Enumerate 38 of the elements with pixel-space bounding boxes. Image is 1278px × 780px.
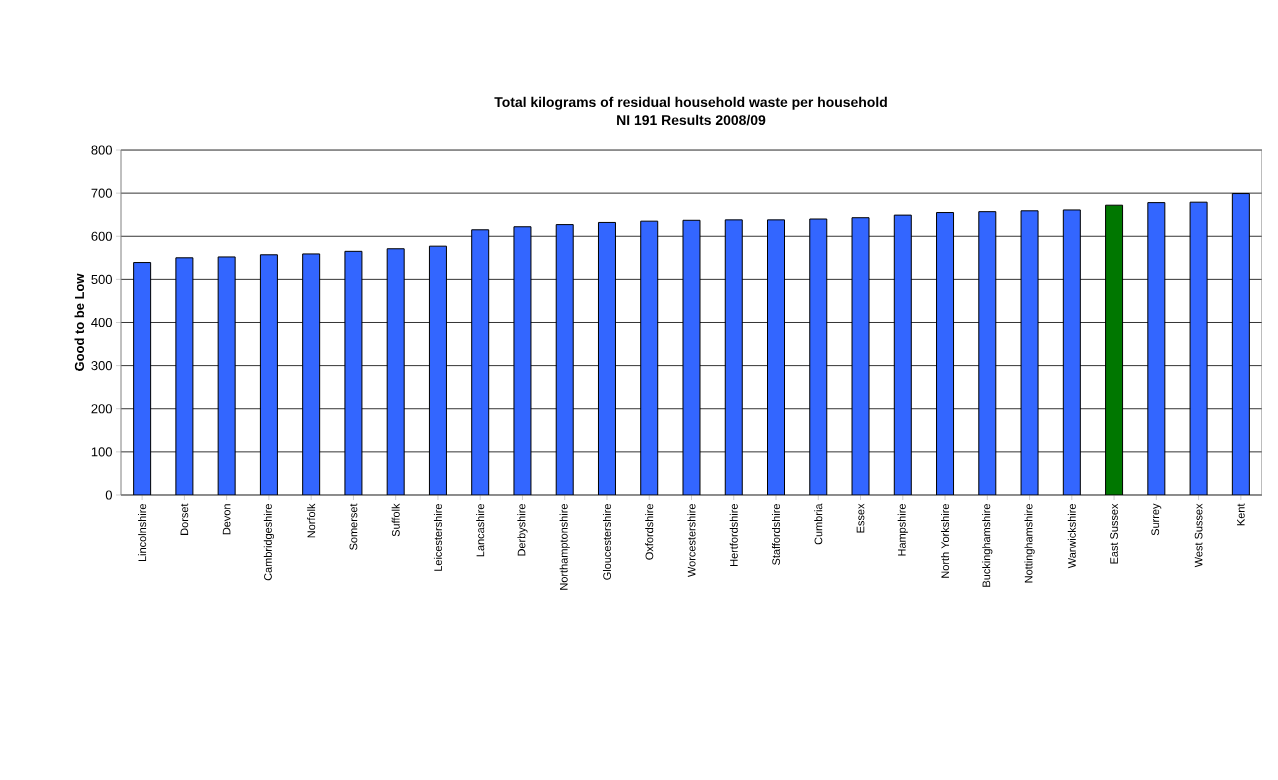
x-tick-label: Buckinghamshire [982, 504, 993, 587]
x-tick-label: Somerset [349, 503, 358, 550]
y-tick-label: 0 [105, 490, 112, 500]
y-tick-label: 800 [91, 145, 112, 155]
x-tick-label: Kent [1237, 503, 1245, 526]
y-tick-label: 600 [91, 231, 112, 241]
x-tick-label: Gloucestershire [602, 504, 611, 580]
y-tick-label: 300 [91, 361, 112, 371]
y-tick-label: 200 [91, 404, 112, 414]
x-tick-label: Surrey [1151, 503, 1162, 536]
x-tick-label: Norfolk [307, 503, 316, 538]
x-tick-label: Northamptonshire [559, 504, 570, 590]
x-tick-label: North Yorkshire [941, 504, 950, 578]
x-tick-label: Dorset [180, 503, 189, 535]
x-tick-label: Staffordshire [771, 504, 781, 565]
x-tick-label: Devon [222, 504, 231, 535]
x-tick-label: Worcestershire [687, 504, 696, 577]
y-tick-label: 500 [91, 274, 112, 284]
x-tick-label: Essex [856, 503, 865, 533]
x-tick-label: East Sussex [1110, 503, 1118, 564]
x-tick-label: Derbyshire [517, 504, 528, 556]
x-tick-label: Warwickshire [1067, 504, 1076, 569]
x-tick-label: West Sussex [1194, 503, 1203, 568]
y-tick-label: 400 [91, 317, 112, 328]
x-tick-label: Cambridgeshire [263, 504, 274, 581]
x-tick-label: Cumbria [814, 503, 823, 545]
chart-title: Total kilograms of residual household waste per household NI 191 Results 2008/09 [494, 96, 887, 126]
x-tick-label: Hertfordshire [729, 504, 738, 566]
x-tick-label: Lincolnshire [138, 504, 147, 562]
x-tick-label: Suffolk [391, 503, 400, 537]
x-tick-label: Oxfordshire [645, 504, 654, 560]
x-tick-label: Hampshire [897, 504, 908, 556]
y-tick-label: 700 [91, 188, 112, 198]
x-tick-label: Nottinghamshire [1024, 504, 1035, 583]
y-axis-title: Good to be Low [74, 273, 85, 371]
x-tick-label: Leicestershire [433, 504, 442, 571]
y-tick-label: 100 [91, 447, 112, 457]
x-tick-label: Lancashire [476, 504, 485, 557]
